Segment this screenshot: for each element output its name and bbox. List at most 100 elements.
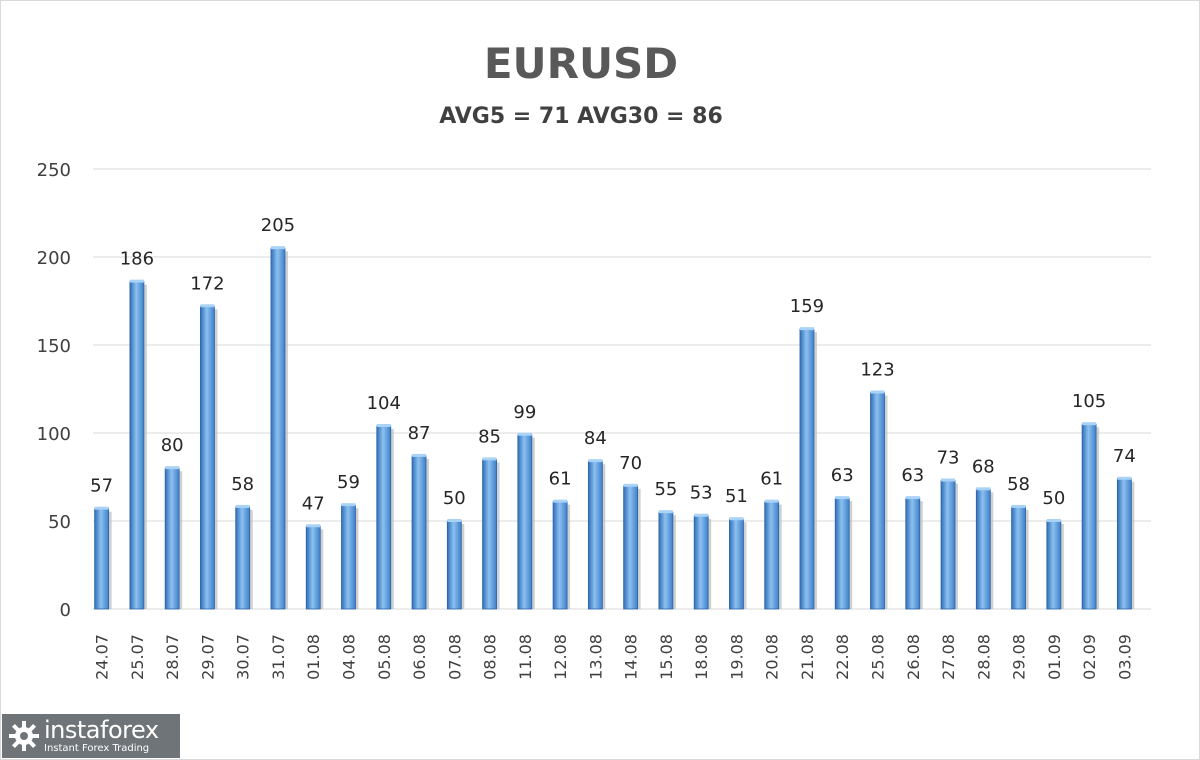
data-label: 205 bbox=[261, 215, 295, 236]
bar bbox=[587, 460, 603, 610]
bar bbox=[305, 525, 321, 610]
bar-top bbox=[553, 499, 568, 503]
data-label: 99 bbox=[513, 402, 536, 423]
bar bbox=[270, 247, 286, 610]
bar-top bbox=[764, 499, 779, 503]
x-tick-label: 21.08 bbox=[798, 634, 817, 680]
x-tick-label: 29.07 bbox=[198, 634, 217, 680]
x-tick-label: 24.07 bbox=[93, 634, 112, 680]
data-label: 63 bbox=[831, 465, 854, 486]
bar bbox=[164, 467, 180, 610]
data-label: 53 bbox=[690, 483, 713, 504]
bar bbox=[1081, 423, 1097, 610]
bar bbox=[517, 434, 533, 610]
y-tick-label: 200 bbox=[37, 248, 71, 269]
data-label: 84 bbox=[584, 428, 607, 449]
data-label: 51 bbox=[725, 486, 748, 507]
bar-top bbox=[447, 519, 462, 522]
data-labels: 57 186 80 172 58 205 47 59 104 87 50 85 99 61 84 70 55 53… bbox=[90, 215, 1136, 514]
x-tick-label: 22.08 bbox=[833, 634, 852, 680]
x-tick-label: 25.07 bbox=[128, 634, 147, 680]
x-tick-label: 28.08 bbox=[974, 634, 993, 680]
bar-top bbox=[905, 496, 920, 500]
gear-logo-icon bbox=[9, 721, 39, 751]
x-tick-label: 20.08 bbox=[763, 634, 782, 680]
bar-top bbox=[1117, 476, 1132, 480]
data-label: 104 bbox=[367, 393, 401, 414]
bar-top bbox=[870, 390, 885, 394]
x-tick-label: 07.08 bbox=[445, 634, 464, 680]
data-label: 47 bbox=[302, 493, 325, 514]
bar-top bbox=[729, 517, 744, 521]
y-axis-ticks: 0 50 100 150 200 250 bbox=[37, 160, 71, 621]
data-label: 159 bbox=[790, 296, 824, 317]
data-label: 63 bbox=[901, 465, 924, 486]
x-tick-label: 13.08 bbox=[586, 634, 605, 680]
x-tick-label: 18.08 bbox=[692, 634, 711, 680]
bar-top bbox=[270, 246, 285, 250]
bar-top bbox=[588, 459, 603, 463]
data-label: 57 bbox=[90, 476, 113, 497]
bar bbox=[834, 497, 850, 610]
instaforex-logo: instaforex Instant Forex Trading bbox=[2, 714, 180, 758]
data-label: 50 bbox=[1042, 488, 1065, 509]
bar bbox=[376, 425, 392, 610]
bar-top bbox=[941, 478, 956, 482]
bar bbox=[799, 328, 815, 610]
x-tick-label: 05.08 bbox=[375, 634, 394, 680]
data-label: 70 bbox=[619, 453, 642, 474]
bar bbox=[200, 305, 215, 610]
x-tick-label: 19.08 bbox=[727, 634, 746, 680]
bar bbox=[1011, 506, 1026, 610]
data-label: 85 bbox=[478, 426, 501, 447]
chart-subtitle: AVG5 = 71 AVG30 = 86 bbox=[439, 104, 723, 129]
bar-top bbox=[412, 453, 427, 457]
x-tick-label: 08.08 bbox=[481, 634, 500, 680]
x-tick-label: 01.09 bbox=[1045, 634, 1064, 680]
x-tick-label: 25.08 bbox=[869, 634, 888, 680]
bar bbox=[870, 392, 885, 610]
data-label: 74 bbox=[1113, 446, 1136, 467]
x-tick-label: 14.08 bbox=[622, 634, 641, 680]
data-label: 50 bbox=[443, 488, 466, 509]
bar-top bbox=[341, 503, 356, 507]
bar bbox=[764, 501, 780, 610]
x-tick-label: 30.07 bbox=[234, 634, 253, 680]
bar bbox=[235, 506, 251, 610]
bar-top bbox=[1011, 504, 1026, 508]
y-tick-label: 0 bbox=[60, 600, 71, 621]
bar bbox=[341, 504, 356, 610]
bar-top bbox=[306, 524, 321, 528]
x-tick-label: 26.08 bbox=[904, 634, 923, 680]
bar bbox=[940, 480, 956, 610]
bar bbox=[446, 520, 462, 610]
x-tick-label: 15.08 bbox=[657, 634, 676, 680]
data-label: 186 bbox=[120, 249, 154, 270]
bar bbox=[552, 501, 568, 610]
bar-top bbox=[129, 279, 144, 283]
x-tick-label: 27.08 bbox=[939, 634, 958, 680]
bar bbox=[693, 515, 709, 610]
data-label: 58 bbox=[231, 474, 254, 495]
logo-tagline: Instant Forex Trading bbox=[44, 743, 150, 754]
bar-top bbox=[623, 483, 638, 487]
bar bbox=[623, 485, 639, 610]
data-label: 87 bbox=[408, 423, 431, 444]
bar-top bbox=[165, 466, 180, 470]
y-tick-label: 50 bbox=[48, 512, 71, 533]
bar bbox=[482, 458, 497, 610]
bar-top bbox=[200, 304, 215, 308]
bar bbox=[905, 497, 921, 610]
x-tick-label: 29.08 bbox=[1010, 634, 1029, 680]
data-label: 172 bbox=[190, 273, 224, 294]
y-tick-label: 100 bbox=[37, 424, 71, 445]
y-tick-label: 250 bbox=[37, 160, 71, 181]
bar-top bbox=[799, 327, 814, 331]
bar bbox=[729, 518, 744, 610]
bar-top bbox=[482, 457, 497, 461]
x-tick-label: 11.08 bbox=[516, 634, 535, 680]
bar-top bbox=[658, 510, 673, 514]
data-label: 80 bbox=[161, 435, 184, 456]
x-tick-label: 02.09 bbox=[1080, 634, 1099, 680]
bar-top bbox=[1046, 519, 1061, 522]
